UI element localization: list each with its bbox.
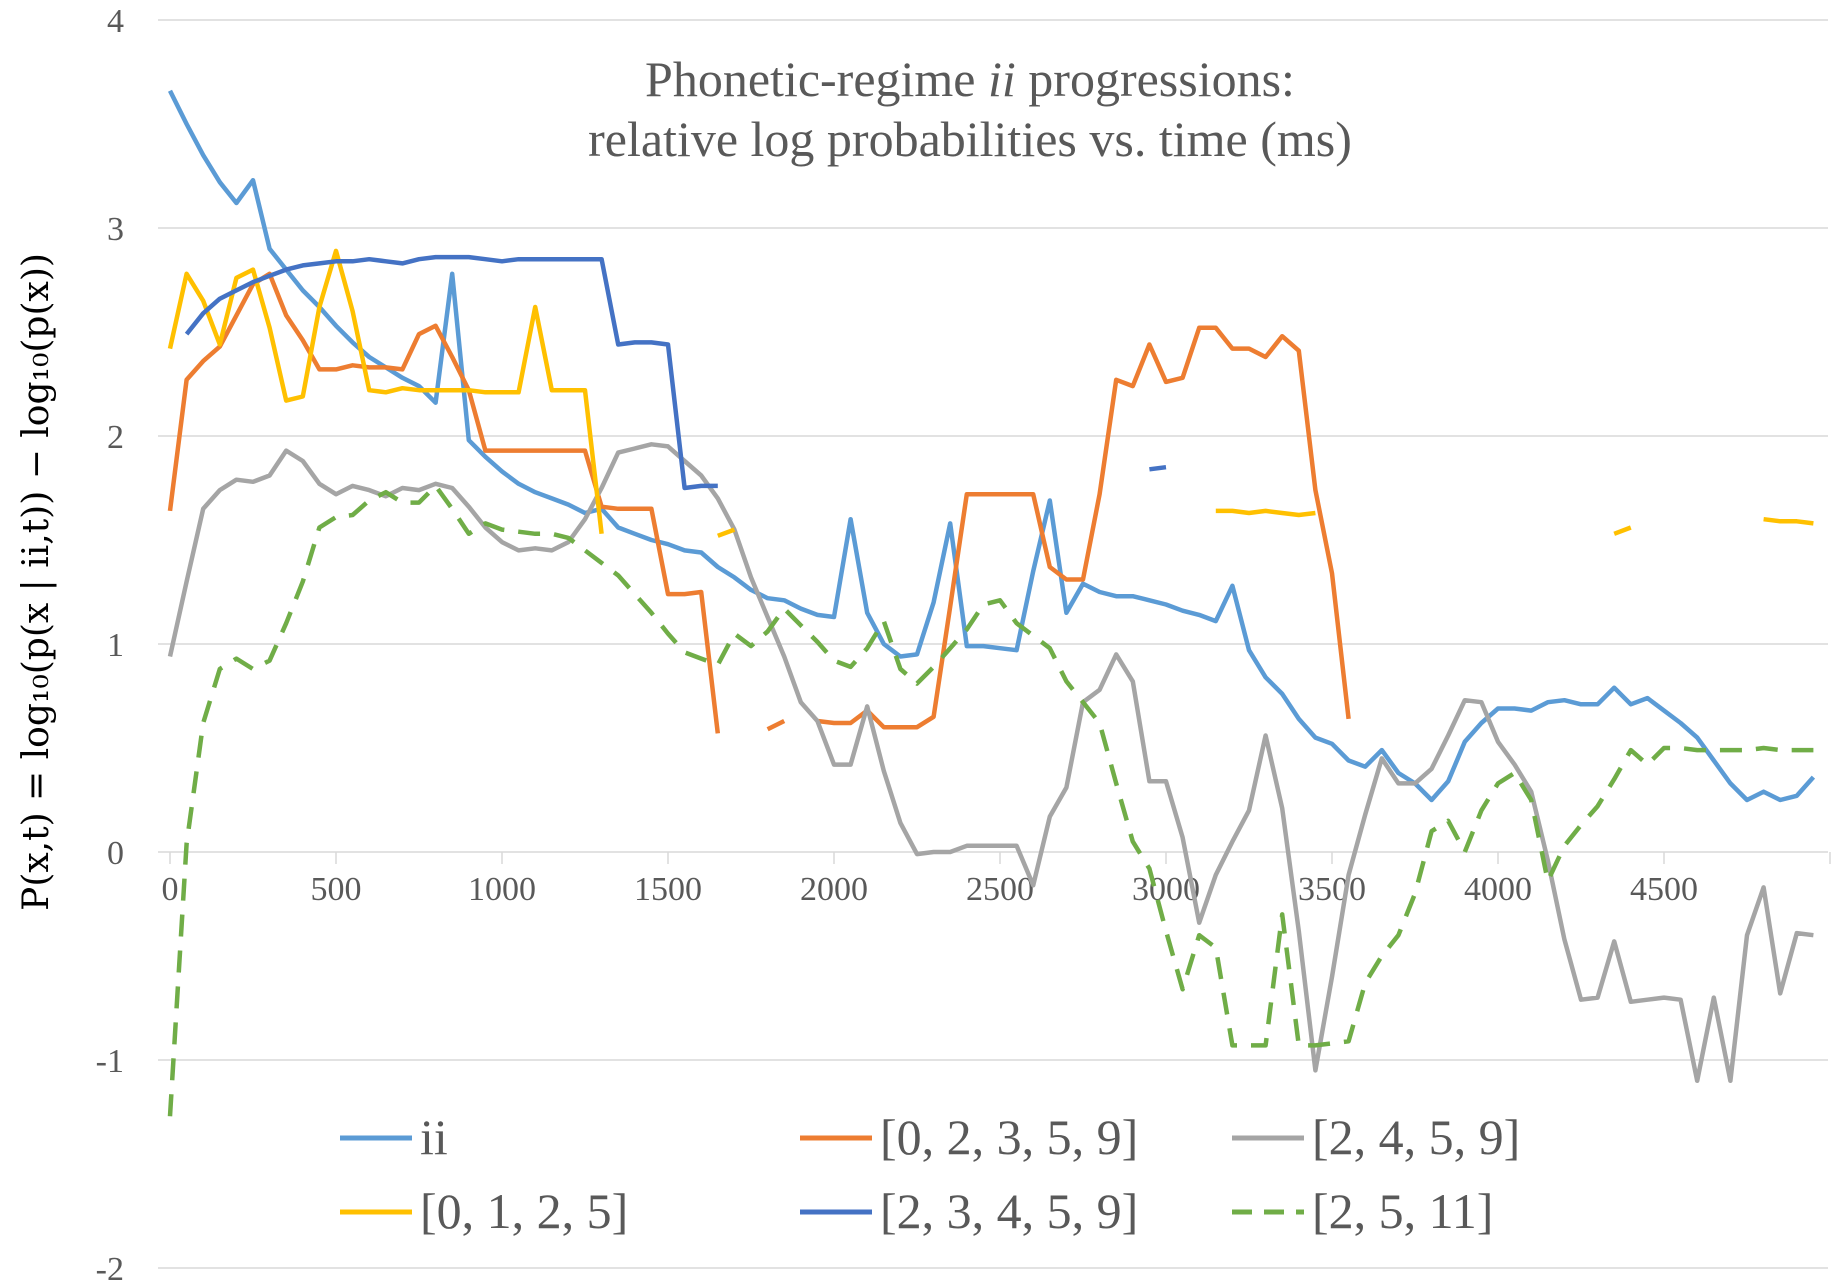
chart-title: Phonetic-regime ii progressions:relative…: [588, 51, 1352, 167]
x-tick-label: 500: [311, 871, 362, 908]
series-2: [167, 442, 1814, 1084]
legend-item: [2, 5, 11]: [1232, 1183, 1493, 1239]
x-axis-ticks: 0 500 1000 1500 2000 2500 3000 3500 4000 4500: [162, 852, 1831, 908]
legend-item: ii: [340, 1109, 448, 1165]
series-4: [184, 254, 1167, 491]
x-tick-label: 3500: [1298, 871, 1366, 908]
series-line: [167, 89, 1816, 803]
legend-item: [2, 4, 5, 9]: [1232, 1109, 1520, 1165]
y-tick-label: 4: [107, 3, 124, 40]
gridlines: [158, 19, 1828, 1269]
y-axis-label: P(x,t) = log₁₀(p(x | ii,t)) − log₁₀(p(x)…: [16, 253, 57, 911]
series-line: [766, 718, 786, 732]
y-axis-ticks: -2 -1 0 1 2 3 4: [96, 3, 124, 1280]
legend-label: [2, 5, 11]: [1312, 1183, 1493, 1239]
series-line: [1613, 525, 1632, 536]
series-line: [167, 248, 604, 535]
y-tick-label: -1: [96, 1043, 124, 1080]
y-tick-label: 0: [107, 835, 124, 872]
series-line: [167, 442, 1814, 1084]
series-line: [1763, 516, 1814, 526]
legend: ii [0, 2, 3, 5, 9] [2, 4, 5, 9] [0, 1, 2, 5…: [340, 1109, 1520, 1239]
chart-title-line: relative log probabilities vs. time (ms): [588, 111, 1352, 167]
series-line: [1149, 464, 1167, 472]
legend-label: ii: [420, 1109, 448, 1165]
legend-item: [2, 3, 4, 5, 9]: [800, 1183, 1138, 1239]
y-tick-label: -2: [96, 1251, 124, 1280]
series-line: [167, 483, 1814, 1117]
x-tick-label: 4500: [1630, 871, 1698, 908]
series-0: [167, 89, 1816, 803]
x-tick-label: 0: [162, 871, 179, 908]
series-lines: [167, 89, 1816, 1117]
y-tick-label: 3: [107, 211, 124, 248]
legend-label: [0, 1, 2, 5]: [420, 1183, 628, 1239]
x-tick-label: 1500: [634, 871, 702, 908]
legend-item: [0, 1, 2, 5]: [340, 1183, 628, 1239]
series-line: [184, 254, 718, 491]
series-line: [817, 325, 1351, 730]
legend-label: [0, 2, 3, 5, 9]: [880, 1109, 1138, 1165]
x-tick-label: 2500: [966, 871, 1034, 908]
x-tick-label: 1000: [468, 871, 536, 908]
series-line: [1215, 508, 1316, 518]
legend-item: [0, 2, 3, 5, 9]: [800, 1109, 1138, 1165]
series-1: [167, 271, 1351, 734]
chart-title-line: Phonetic-regime ii progressions:: [645, 51, 1295, 107]
y-tick-label: 1: [107, 627, 124, 664]
x-tick-label: 4000: [1464, 871, 1532, 908]
legend-label: [2, 3, 4, 5, 9]: [880, 1183, 1138, 1239]
series-5: [167, 483, 1814, 1117]
series-line: [717, 527, 736, 538]
x-tick-label: 2000: [800, 871, 868, 908]
y-tick-label: 2: [107, 419, 124, 456]
legend-label: [2, 4, 5, 9]: [1312, 1109, 1520, 1165]
series-3: [167, 248, 1814, 538]
